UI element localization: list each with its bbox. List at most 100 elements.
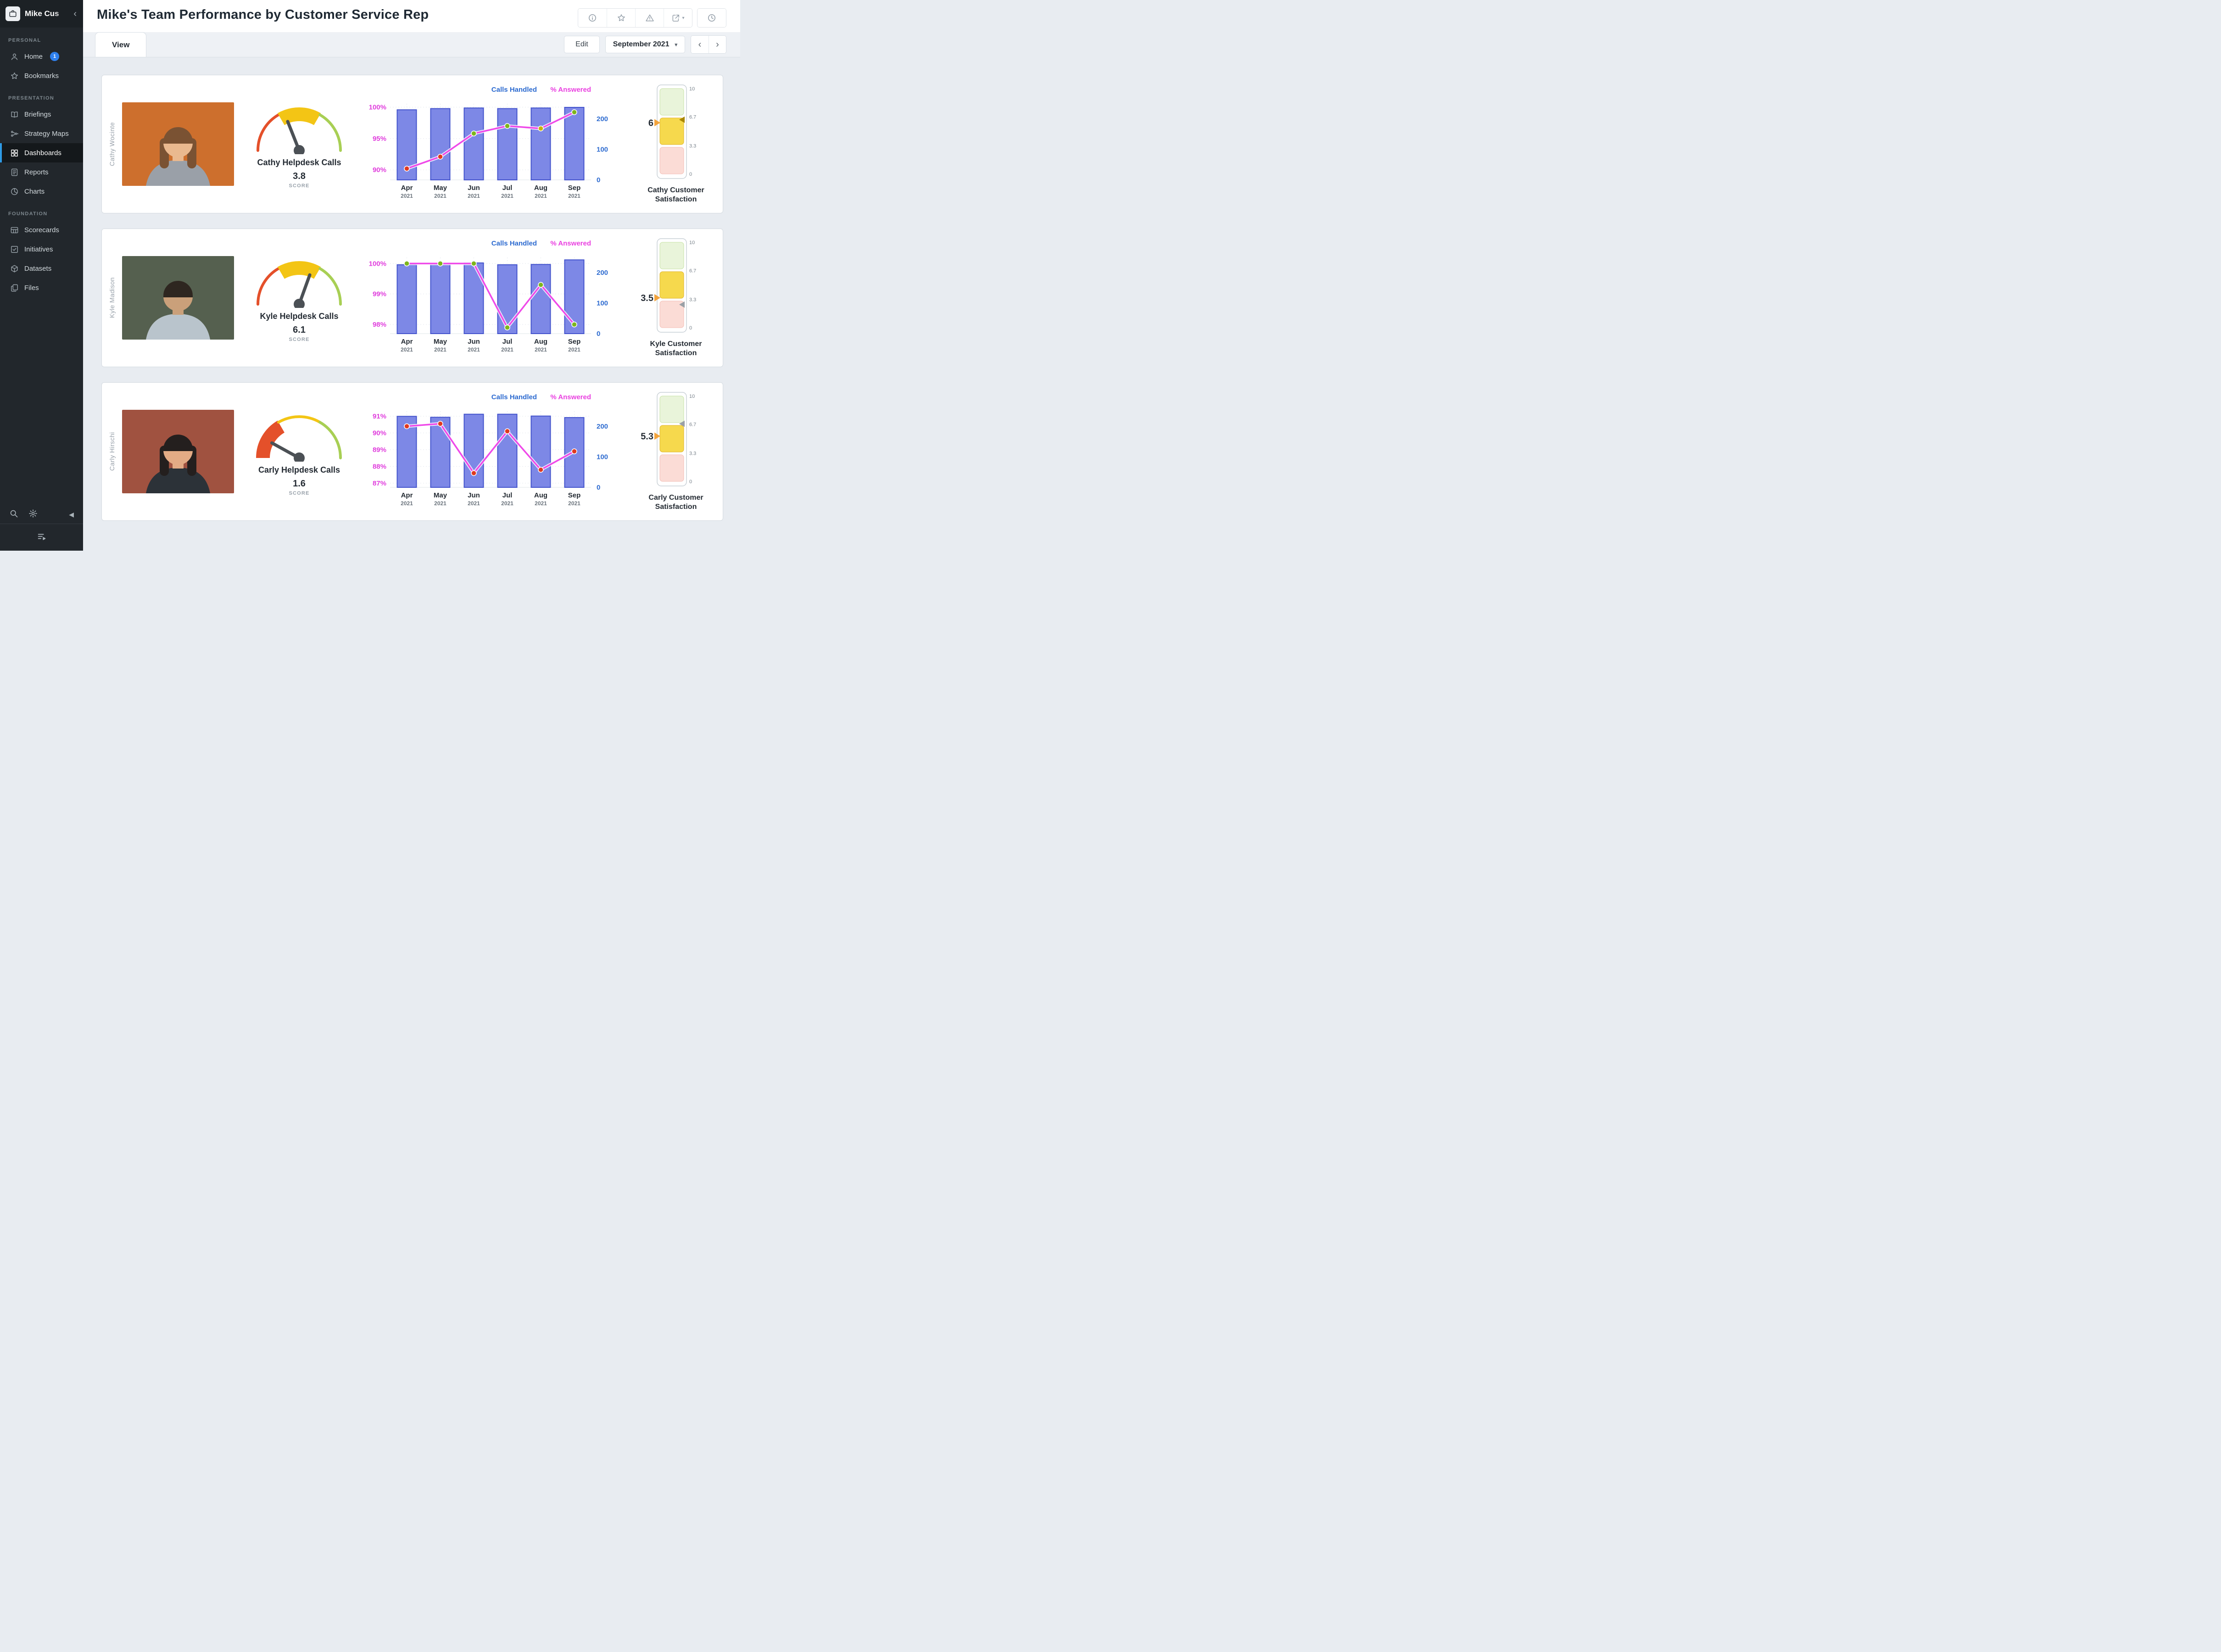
sidebar-item-bookmarks[interactable]: Bookmarks: [0, 66, 83, 85]
svg-text:2021: 2021: [535, 193, 547, 199]
export-button[interactable]: ▾: [664, 9, 692, 27]
sidebar-collapse-icon[interactable]: ‹: [73, 8, 77, 19]
toolbar-history-group: [697, 8, 726, 28]
svg-text:Sep: Sep: [568, 184, 581, 192]
svg-text:3.3: 3.3: [689, 144, 696, 149]
svg-text:2021: 2021: [468, 193, 480, 199]
export-icon: [671, 13, 681, 22]
tab-controls: Edit September 2021 ▾ ‹ ›: [564, 35, 726, 54]
files-icon: [10, 284, 19, 292]
svg-text:6.7: 6.7: [689, 268, 696, 273]
svg-text:0: 0: [689, 479, 692, 485]
app-root: Mike Cus ‹ PERSONAL Home 1 Bookmarks PRESENT…: [0, 0, 740, 551]
sidebar-item-datasets[interactable]: Datasets: [0, 259, 83, 278]
chart-pie-icon: [10, 187, 19, 196]
svg-text:2021: 2021: [401, 500, 413, 507]
check-square-icon: [10, 245, 19, 254]
svg-text:10: 10: [689, 394, 695, 399]
collapse-left-icon[interactable]: ◀: [69, 511, 74, 518]
combo-chart-block: 100% 99% 98% 0 100 200 % Answered Calls Handled…: [354, 236, 633, 359]
satisfaction-caption: Carly Customer Satisfaction: [648, 494, 703, 511]
sidebar-item-files[interactable]: Files: [0, 278, 83, 297]
star-button[interactable]: [607, 9, 635, 27]
svg-text:3.5: 3.5: [641, 293, 653, 303]
gauge-score-label: SCORE: [289, 336, 310, 342]
rep-photo: [122, 102, 234, 186]
svg-text:200: 200: [597, 269, 608, 277]
history-icon: [707, 13, 716, 22]
sidebar-nav: PERSONAL Home 1 Bookmarks PRESENTATION Briefi…: [0, 28, 83, 297]
svg-text:0: 0: [597, 330, 600, 338]
sidebar-item-label: Datasets: [24, 264, 52, 273]
sidebar-item-reports[interactable]: Reports: [0, 162, 83, 182]
sidebar-item-dashboards[interactable]: Dashboards: [0, 143, 83, 162]
sidebar-item-home[interactable]: Home 1: [0, 47, 83, 66]
period-dropdown[interactable]: September 2021 ▾: [605, 36, 685, 53]
svg-text:Jul: Jul: [502, 184, 513, 192]
warning-button[interactable]: [635, 9, 664, 27]
sidebar-item-charts[interactable]: Charts: [0, 182, 83, 201]
gear-icon[interactable]: [28, 509, 38, 520]
svg-text:90%: 90%: [373, 429, 386, 437]
menu-expand-icon[interactable]: [37, 531, 47, 544]
svg-text:6.7: 6.7: [689, 114, 696, 120]
sidebar-item-strategy-maps[interactable]: Strategy Maps: [0, 124, 83, 143]
svg-text:Apr: Apr: [401, 491, 413, 499]
svg-text:Apr: Apr: [401, 184, 413, 192]
legend-percent-answered: % Answered: [550, 393, 591, 401]
toolbar-button-group: ▾: [578, 8, 692, 28]
svg-text:3.3: 3.3: [689, 297, 696, 303]
svg-text:2021: 2021: [535, 346, 547, 353]
gauge-title: Kyle Helpdesk Calls: [260, 311, 339, 321]
svg-text:100: 100: [597, 453, 608, 461]
tab-view[interactable]: View: [95, 32, 147, 57]
svg-text:May: May: [434, 184, 447, 192]
svg-text:May: May: [434, 491, 447, 499]
next-period-button[interactable]: ›: [709, 36, 726, 53]
legend-calls-handled: Calls Handled: [491, 240, 537, 247]
edit-button[interactable]: Edit: [564, 36, 600, 53]
svg-text:2021: 2021: [568, 500, 580, 507]
sidebar-item-label: Dashboards: [24, 149, 61, 157]
svg-text:95%: 95%: [373, 135, 386, 143]
briefcase-logo-icon: [6, 6, 20, 21]
svg-text:Sep: Sep: [568, 338, 581, 346]
svg-text:100%: 100%: [369, 260, 386, 268]
satisfaction-block: 10 6.7 3.3 0 3.5 Kyle Customer Satisfaction: [633, 238, 719, 358]
satisfaction-caption: Cathy Customer Satisfaction: [647, 186, 704, 203]
svg-text:99%: 99%: [373, 290, 386, 298]
svg-text:10: 10: [689, 86, 695, 92]
svg-text:2021: 2021: [568, 193, 580, 199]
gauge-score: 1.6: [293, 478, 306, 489]
info-button[interactable]: [578, 9, 607, 27]
dataset-icon: [10, 264, 19, 273]
svg-text:0: 0: [597, 176, 600, 184]
dashboard-content: Cathy Wocinte Cathy Helpdesk Calls 3.8 S…: [83, 57, 740, 551]
history-button[interactable]: [698, 9, 726, 27]
svg-text:2021: 2021: [434, 346, 446, 353]
search-icon[interactable]: [9, 509, 18, 520]
svg-text:100%: 100%: [369, 104, 386, 112]
star-icon: [10, 72, 19, 80]
sidebar-logo-row[interactable]: Mike Cus ‹: [0, 0, 83, 28]
combo-chart: 91% 90% 89% 88% 87% 0 100 200 % Answered Calls Ha…: [373, 393, 608, 507]
gauge-block: Kyle Helpdesk Calls 6.1 SCORE: [244, 254, 354, 342]
svg-text:May: May: [434, 338, 447, 346]
svg-text:2021: 2021: [568, 346, 580, 353]
svg-text:Aug: Aug: [534, 338, 547, 346]
satisfaction-scale: 10 6.7 3.3 0 5.3: [641, 392, 696, 486]
sidebar-item-scorecards[interactable]: Scorecards: [0, 220, 83, 240]
sidebar-section-label-presentation: PRESENTATION: [8, 95, 55, 101]
sidebar-item-initiatives[interactable]: Initiatives: [0, 240, 83, 259]
svg-text:2021: 2021: [434, 193, 446, 199]
satisfaction-block: 10 6.7 3.3 0 5.3 Carly Customer Satisfaction: [633, 391, 719, 512]
rep-name-vertical: Carly Hirschi: [108, 432, 116, 471]
svg-text:2021: 2021: [401, 346, 413, 353]
sidebar-item-label: Files: [24, 284, 39, 292]
svg-text:6.7: 6.7: [689, 422, 696, 427]
prev-period-button[interactable]: ‹: [691, 36, 709, 53]
info-icon: [588, 13, 597, 22]
sidebar-item-briefings[interactable]: Briefings: [0, 105, 83, 124]
sidebar: Mike Cus ‹ PERSONAL Home 1 Bookmarks PRESENT…: [0, 0, 83, 551]
svg-text:Apr: Apr: [401, 338, 413, 346]
